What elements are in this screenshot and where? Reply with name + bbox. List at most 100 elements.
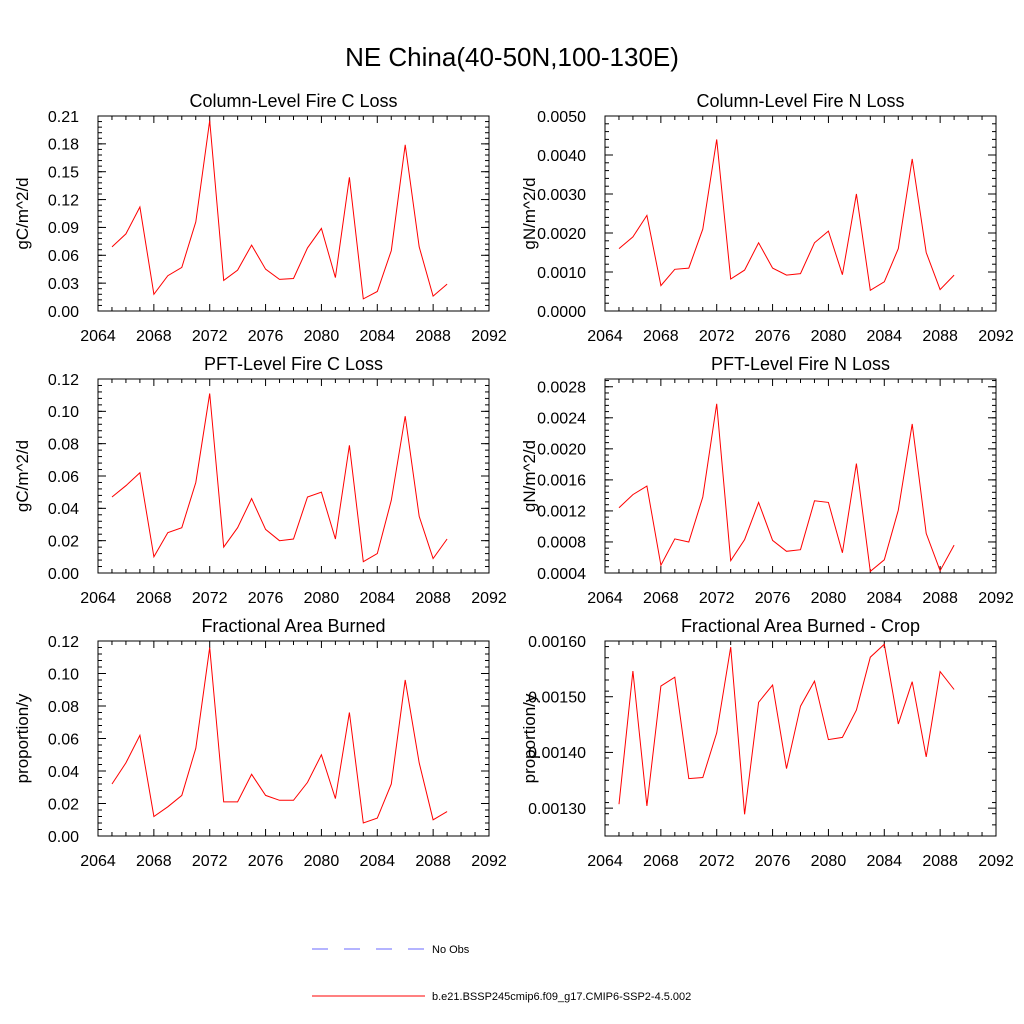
y-tick-label: 0.0012 [537,504,586,521]
y-tick-label: 0.0000 [537,304,586,321]
x-tick-label: 2084 [866,328,902,345]
y-tick-label: 0.08 [48,699,79,716]
panel-title: PFT-Level Fire C Loss [204,354,383,374]
x-tick-label: 2084 [359,590,395,607]
panel-title: PFT-Level Fire N Loss [711,354,890,374]
y-tick-label: 0.12 [48,634,79,651]
x-tick-label: 2076 [248,590,284,607]
x-tick-label: 2088 [922,853,958,870]
y-axis-label: proportion/y [520,693,539,783]
y-tick-label: 0.00160 [528,634,586,651]
x-tick-label: 2064 [587,590,623,607]
y-tick-label: 0.03 [48,276,79,293]
panel-title: Column-Level Fire C Loss [189,91,397,111]
x-tick-label: 2084 [866,853,902,870]
plot-frame [97,378,490,574]
x-tick-label: 2088 [415,853,451,870]
y-tick-label: 0.06 [48,469,79,486]
series-line [618,403,955,573]
series-line [111,393,448,563]
x-tick-label: 2068 [136,590,172,607]
plot-frame [97,115,490,312]
x-tick-label: 2080 [304,853,340,870]
x-tick-label: 2080 [811,328,847,345]
y-tick-label: 0.08 [48,436,79,453]
series-line [618,643,955,815]
x-tick-label: 2088 [922,590,958,607]
y-tick-label: 0.15 [48,164,79,181]
x-tick-label: 2076 [248,853,284,870]
y-tick-label: 0.10 [48,666,79,683]
x-tick-label: 2092 [978,590,1014,607]
y-tick-label: 0.09 [48,220,79,237]
x-tick-label: 2072 [192,590,228,607]
chart-panel: Column-Level Fire C Loss gC/m^2/d 2064 2068… [13,91,507,345]
chart-panel: PFT-Level Fire N Loss gN/m^2/d 2064 2068 207… [520,354,1014,607]
y-tick-label: 0.00150 [528,689,586,706]
panel-title: Fractional Area Burned [201,616,385,636]
y-tick-label: 0.0020 [537,442,586,459]
x-tick-label: 2084 [359,853,395,870]
y-tick-label: 0.00 [48,566,79,583]
x-tick-label: 2080 [811,853,847,870]
y-tick-label: 0.0004 [537,566,586,583]
x-tick-label: 2072 [699,328,735,345]
x-tick-label: 2072 [192,853,228,870]
y-tick-label: 0.18 [48,137,79,154]
y-tick-label: 0.21 [48,109,79,126]
y-tick-label: 0.00140 [528,745,586,762]
y-axis-label: proportion/y [13,693,32,783]
y-axis-label: gC/m^2/d [13,440,32,512]
x-tick-label: 2076 [755,853,791,870]
y-tick-label: 0.0008 [537,535,586,552]
x-tick-label: 2072 [699,590,735,607]
y-tick-label: 0.0010 [537,265,586,282]
x-tick-label: 2092 [471,853,507,870]
y-tick-label: 0.12 [48,372,79,389]
x-tick-label: 2092 [471,328,507,345]
x-tick-label: 2088 [922,328,958,345]
x-tick-label: 2076 [248,328,284,345]
x-tick-label: 2084 [359,328,395,345]
legend: No Obs b.e21.BSSP245cmip6.f09_g17.CMIP6-… [312,944,691,1003]
y-tick-label: 0.0040 [537,148,586,165]
x-tick-label: 2068 [136,853,172,870]
figure-title: NE China(40-50N,100-130E) [345,42,679,72]
panels-container: Column-Level Fire C Loss gC/m^2/d 2064 2068… [13,91,1014,870]
legend-obs-label: No Obs [432,944,470,956]
x-tick-label: 2064 [587,853,623,870]
x-tick-label: 2080 [304,328,340,345]
y-tick-label: 0.0024 [537,411,586,428]
y-tick-label: 0.06 [48,731,79,748]
x-tick-label: 2088 [415,590,451,607]
x-tick-label: 2092 [978,328,1014,345]
y-tick-label: 0.00 [48,304,79,321]
plot-frame [604,640,997,837]
series-line [111,120,448,300]
y-tick-label: 0.0020 [537,226,586,243]
y-tick-label: 0.06 [48,248,79,265]
x-tick-label: 2072 [192,328,228,345]
y-tick-label: 0.0050 [537,109,586,126]
y-tick-label: 0.12 [48,192,79,209]
x-tick-label: 2064 [80,590,116,607]
y-axis-label: gC/m^2/d [13,177,32,249]
series-line [111,647,448,824]
x-tick-label: 2068 [136,328,172,345]
x-tick-label: 2064 [80,328,116,345]
y-tick-label: 0.00130 [528,801,586,818]
chart-panel: Column-Level Fire N Loss gN/m^2/d 2064 2068… [520,91,1014,345]
legend-model-label: b.e21.BSSP245cmip6.f09_g17.CMIP6-SSP2-4.… [432,991,691,1003]
x-tick-label: 2080 [811,590,847,607]
plot-frame [604,378,997,574]
y-tick-label: 0.02 [48,533,79,550]
chart-panel: Fractional Area Burned proportion/y 2064 20… [13,616,507,870]
x-tick-label: 2068 [643,328,679,345]
y-tick-label: 0.04 [48,501,79,518]
x-tick-label: 2064 [80,853,116,870]
y-tick-label: 0.0016 [537,473,586,490]
y-tick-label: 0.04 [48,764,79,781]
y-tick-label: 0.0030 [537,187,586,204]
x-tick-label: 2080 [304,590,340,607]
